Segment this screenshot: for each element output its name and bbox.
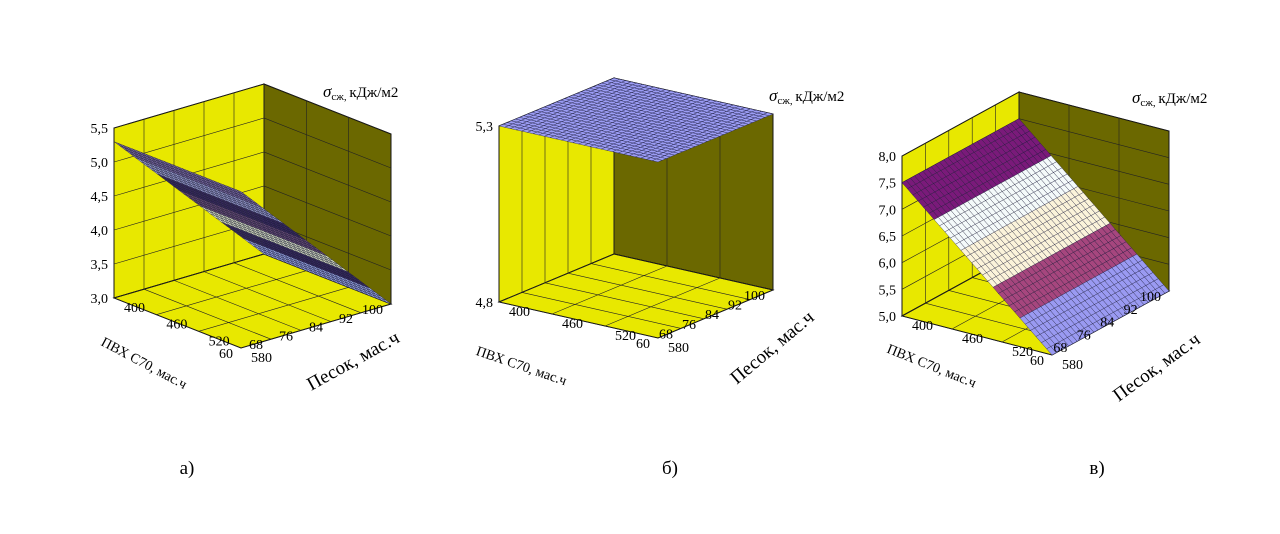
x-tick-label: 92 bbox=[339, 312, 353, 327]
panel-caption: б) bbox=[662, 458, 678, 479]
y-tick-label: 400 bbox=[912, 319, 933, 334]
z-axis-title: σсж, кДж/м2 bbox=[323, 82, 398, 103]
x-axis-title: ПВХ С70, мас.ч bbox=[885, 342, 978, 391]
surface-cell bbox=[236, 189, 247, 196]
x-tick-label: 68 bbox=[1053, 341, 1067, 356]
x-tick-label: 92 bbox=[728, 299, 742, 314]
y-axis-title: Песок, мас.ч bbox=[1109, 329, 1205, 406]
surface-cell bbox=[1046, 346, 1057, 356]
x-tick-label: 100 bbox=[362, 303, 383, 318]
z-tick-label: 5,5 bbox=[879, 283, 897, 298]
x-tick-label: 60 bbox=[219, 347, 233, 362]
z-tick-label: 3,0 bbox=[91, 292, 109, 307]
x-tick-label: 92 bbox=[1124, 303, 1138, 318]
x-tick-label: 76 bbox=[279, 329, 293, 344]
y-tick-label: 460 bbox=[962, 332, 983, 347]
surface-mesh bbox=[498, 77, 774, 163]
chart-panel-1: 3,0 3,5 4,0 4,5 5,0 5,5 60 68 76 84 92 100 400 460 520… bbox=[91, 82, 404, 479]
z-tick-label: 5,0 bbox=[879, 310, 897, 325]
y-tick-label: 580 bbox=[1062, 358, 1083, 373]
y-tick-label: 460 bbox=[166, 318, 187, 333]
panel-caption: а) bbox=[180, 458, 195, 479]
x-tick-label: 84 bbox=[309, 321, 323, 336]
x-tick-label: 84 bbox=[1100, 316, 1114, 331]
z-tick-label: 8,0 bbox=[879, 150, 897, 165]
x-tick-label: 100 bbox=[744, 289, 765, 304]
panel-caption: в) bbox=[1089, 458, 1104, 479]
x-tick-label: 76 bbox=[1077, 328, 1091, 343]
y-axis-title: Песок, мас.ч bbox=[303, 327, 403, 395]
y-tick-label: 400 bbox=[124, 301, 145, 316]
y-tick-label: 520 bbox=[1012, 345, 1033, 360]
x-tick-label: 76 bbox=[682, 318, 696, 333]
z-tick-label: 5,5 bbox=[91, 122, 109, 137]
x-tick-label: 68 bbox=[249, 338, 263, 353]
z-tick-label: 7,0 bbox=[879, 203, 897, 218]
z-tick-label: 6,5 bbox=[879, 230, 897, 245]
z-tick-label: 6,0 bbox=[879, 257, 897, 272]
z-tick-label: 3,5 bbox=[91, 258, 109, 273]
y-tick-label: 580 bbox=[668, 341, 689, 356]
surface-mesh bbox=[901, 118, 1170, 356]
z-axis-title: σсж, кДж/м2 bbox=[1132, 88, 1207, 109]
z-tick-label: 5,3 bbox=[476, 120, 494, 135]
x-axis-title: ПВХ С70, мас.ч bbox=[98, 335, 189, 393]
y-tick-label: 520 bbox=[209, 334, 230, 349]
y-axis-title: Песок, мас.ч bbox=[727, 307, 819, 389]
y-tick-label: 460 bbox=[562, 317, 583, 332]
y-tick-label: 400 bbox=[509, 305, 530, 320]
x-tick-label: 60 bbox=[636, 337, 650, 352]
x-tick-label: 60 bbox=[1030, 354, 1044, 369]
z-tick-label: 4,8 bbox=[476, 296, 494, 311]
x-tick-label: 100 bbox=[1140, 290, 1161, 305]
z-axis-title: σсж, кДж/м2 bbox=[769, 86, 844, 107]
z-tick-label: 4,5 bbox=[91, 190, 109, 205]
x-axis-title: ПВХ С70, мас.ч bbox=[474, 344, 569, 389]
x-tick-label: 68 bbox=[659, 327, 673, 342]
surface-mesh bbox=[113, 141, 392, 305]
y-tick-label: 520 bbox=[615, 329, 636, 344]
x-tick-label: 84 bbox=[705, 308, 719, 323]
y-tick-label: 580 bbox=[251, 351, 272, 366]
surface-cell bbox=[651, 158, 663, 163]
z-tick-label: 4,0 bbox=[91, 224, 109, 239]
z-tick-label: 5,0 bbox=[91, 156, 109, 171]
z-tick-label: 7,5 bbox=[879, 177, 897, 192]
